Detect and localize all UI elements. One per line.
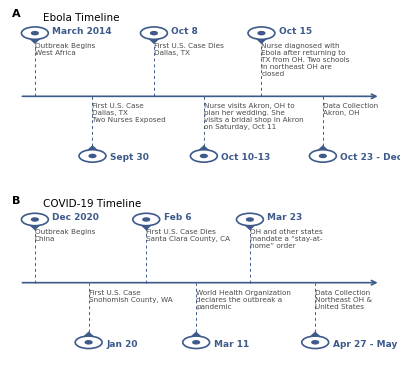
Circle shape <box>248 27 275 39</box>
Text: Feb 6: Feb 6 <box>164 213 191 222</box>
Polygon shape <box>147 37 161 43</box>
Circle shape <box>32 31 38 35</box>
Circle shape <box>183 336 210 349</box>
Circle shape <box>190 150 217 162</box>
Circle shape <box>312 341 318 344</box>
Circle shape <box>320 154 326 158</box>
Text: Data Collection
Northeast OH &
United States: Data Collection Northeast OH & United St… <box>315 290 372 310</box>
Polygon shape <box>86 146 99 152</box>
Text: Apr 27 - May 10: Apr 27 - May 10 <box>333 340 400 349</box>
Text: Mar 11: Mar 11 <box>214 340 249 349</box>
Text: Nurse diagnosed with
Ebola after returning to
TX from OH. Two schools
in northea: Nurse diagnosed with Ebola after returni… <box>262 43 350 77</box>
Circle shape <box>79 150 106 162</box>
Text: Oct 8: Oct 8 <box>171 27 198 36</box>
Text: Oct 23 - Dec 5: Oct 23 - Dec 5 <box>340 153 400 162</box>
Text: Outbreak Begins
West Africa: Outbreak Begins West Africa <box>35 43 95 56</box>
Text: COVID-19 Timeline: COVID-19 Timeline <box>42 199 141 209</box>
Polygon shape <box>28 37 42 43</box>
Text: Data Collection
Akron, OH: Data Collection Akron, OH <box>323 103 378 116</box>
Text: B: B <box>12 196 20 206</box>
Text: First U.S. Case Dies
Santa Clara County, CA: First U.S. Case Dies Santa Clara County,… <box>146 229 230 242</box>
Polygon shape <box>316 146 330 152</box>
Polygon shape <box>197 146 210 152</box>
Text: Outbreak Begins
China: Outbreak Begins China <box>35 229 95 242</box>
Polygon shape <box>140 223 153 229</box>
Text: A: A <box>12 9 20 19</box>
Circle shape <box>22 27 48 39</box>
Circle shape <box>258 31 265 35</box>
Circle shape <box>85 341 92 344</box>
Circle shape <box>246 218 253 221</box>
Polygon shape <box>308 332 322 338</box>
Circle shape <box>236 213 263 226</box>
Circle shape <box>200 154 207 158</box>
Text: First U.S. Case Dies
Dallas, TX: First U.S. Case Dies Dallas, TX <box>154 43 224 56</box>
Circle shape <box>75 336 102 349</box>
Circle shape <box>310 150 336 162</box>
Text: Jan 20: Jan 20 <box>106 340 138 349</box>
Text: March 2014: March 2014 <box>52 27 112 36</box>
Text: First U.S. Case
Dallas, TX
Two Nurses Exposed: First U.S. Case Dallas, TX Two Nurses Ex… <box>92 103 166 124</box>
Text: OH and other states
mandate a “stay-at-
home” order: OH and other states mandate a “stay-at- … <box>250 229 323 249</box>
Text: Ebola Timeline: Ebola Timeline <box>42 13 119 23</box>
Text: Mar 23: Mar 23 <box>267 213 303 222</box>
Circle shape <box>32 218 38 221</box>
Text: First U.S. Case
Snohomish County, WA: First U.S. Case Snohomish County, WA <box>89 290 172 303</box>
Text: Sept 30: Sept 30 <box>110 153 149 162</box>
Circle shape <box>150 31 157 35</box>
Circle shape <box>133 213 160 226</box>
Polygon shape <box>82 332 95 338</box>
Text: Nurse visits Akron, OH to
plan her wedding. She
visits a bridal shop in Akron
on: Nurse visits Akron, OH to plan her weddi… <box>204 103 304 130</box>
Text: World Health Organization
declares the outbreak a
pandemic: World Health Organization declares the o… <box>196 290 291 310</box>
Polygon shape <box>190 332 203 338</box>
Polygon shape <box>28 223 42 229</box>
Circle shape <box>143 218 150 221</box>
Circle shape <box>22 213 48 226</box>
Polygon shape <box>255 37 268 43</box>
Circle shape <box>140 27 167 39</box>
Text: Dec 2020: Dec 2020 <box>52 213 99 222</box>
Circle shape <box>193 341 200 344</box>
Circle shape <box>302 336 329 349</box>
Polygon shape <box>243 223 257 229</box>
Text: Oct 15: Oct 15 <box>279 27 312 36</box>
Text: Oct 10-13: Oct 10-13 <box>221 153 270 162</box>
Circle shape <box>89 154 96 158</box>
